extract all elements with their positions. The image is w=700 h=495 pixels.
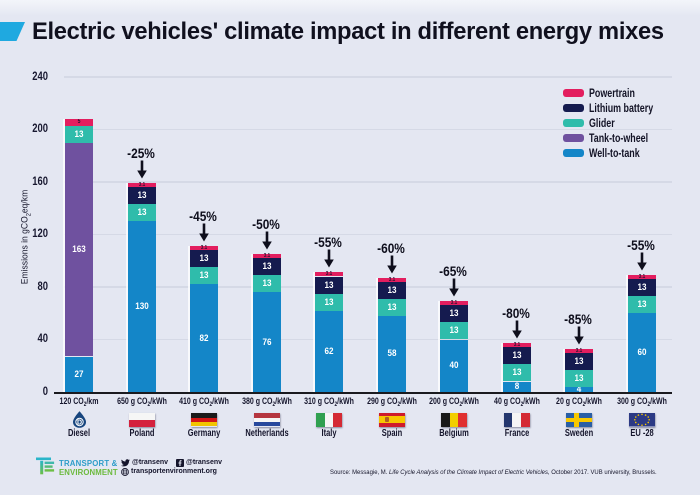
svg-text:D: D xyxy=(76,419,81,426)
